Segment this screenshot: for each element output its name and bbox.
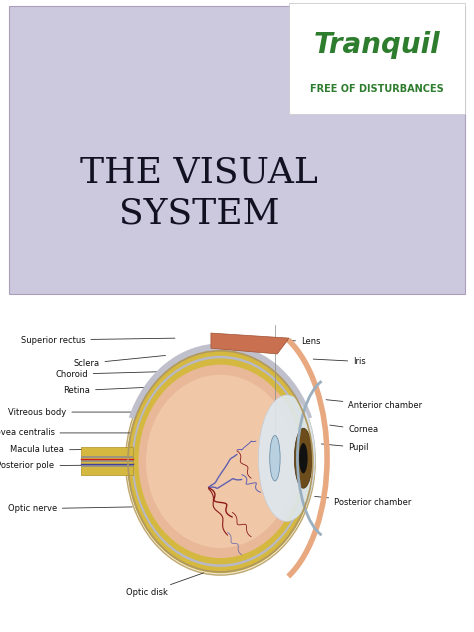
Text: Anterior chamber: Anterior chamber [326,399,422,410]
Ellipse shape [146,375,295,548]
Text: Iris: Iris [313,357,366,366]
Text: Macula lutea: Macula lutea [10,446,168,454]
Text: Sclera: Sclera [73,355,165,368]
Ellipse shape [132,356,309,567]
Text: Cornea: Cornea [330,425,379,434]
FancyBboxPatch shape [81,447,133,475]
FancyBboxPatch shape [0,294,474,632]
Ellipse shape [270,435,280,481]
Text: FREE OF DISTURBANCES: FREE OF DISTURBANCES [310,85,444,94]
Text: Fovea centralis: Fovea centralis [0,428,167,437]
Text: Lens: Lens [275,337,320,346]
Ellipse shape [258,395,315,521]
Text: THE VISUAL
SYSTEM: THE VISUAL SYSTEM [80,155,318,230]
Ellipse shape [134,358,307,564]
Ellipse shape [127,349,314,573]
Ellipse shape [126,348,315,575]
Text: Tranquil: Tranquil [313,31,440,59]
Text: Optic nerve: Optic nerve [8,504,132,513]
Text: Posterior pole: Posterior pole [0,461,168,470]
Text: Optic disk: Optic disk [127,573,203,597]
Ellipse shape [299,443,308,473]
Text: Posterior chamber: Posterior chamber [315,496,411,507]
Text: Retina: Retina [63,386,156,395]
FancyBboxPatch shape [289,3,465,114]
Ellipse shape [294,428,312,488]
Text: Superior rectus: Superior rectus [21,336,175,344]
Text: Vitreous body: Vitreous body [8,408,165,416]
Text: Choroid: Choroid [55,370,161,379]
FancyBboxPatch shape [9,6,465,294]
Text: Pupil: Pupil [321,443,369,452]
Ellipse shape [138,365,302,558]
Polygon shape [211,333,289,354]
